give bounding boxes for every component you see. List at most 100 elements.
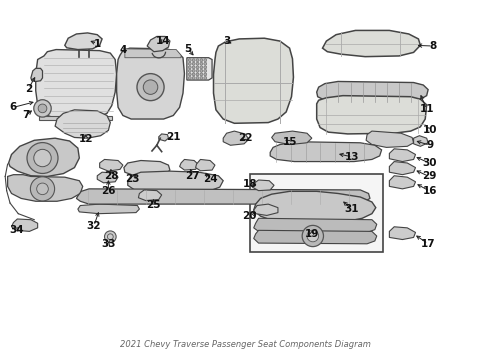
- Text: 13: 13: [345, 152, 360, 162]
- Circle shape: [188, 69, 191, 72]
- Circle shape: [104, 231, 116, 243]
- Circle shape: [200, 66, 203, 69]
- Polygon shape: [390, 162, 416, 175]
- Text: 24: 24: [203, 174, 218, 184]
- Circle shape: [34, 100, 51, 117]
- Polygon shape: [270, 142, 382, 162]
- Polygon shape: [55, 110, 110, 138]
- Polygon shape: [252, 180, 274, 191]
- Text: 6: 6: [10, 102, 17, 112]
- Circle shape: [196, 59, 199, 62]
- Circle shape: [307, 230, 318, 242]
- Circle shape: [204, 69, 207, 72]
- Circle shape: [204, 76, 207, 79]
- Polygon shape: [196, 159, 215, 171]
- Polygon shape: [97, 172, 118, 183]
- Polygon shape: [99, 159, 123, 171]
- Circle shape: [192, 66, 195, 69]
- Circle shape: [196, 73, 199, 76]
- Text: 22: 22: [238, 133, 252, 143]
- Polygon shape: [214, 38, 294, 123]
- Circle shape: [137, 74, 164, 101]
- Text: 19: 19: [305, 229, 319, 239]
- Circle shape: [34, 149, 51, 167]
- Polygon shape: [254, 204, 278, 215]
- Circle shape: [38, 104, 47, 113]
- Polygon shape: [187, 58, 212, 80]
- Circle shape: [188, 73, 191, 76]
- Polygon shape: [125, 49, 181, 58]
- Circle shape: [200, 76, 203, 79]
- Polygon shape: [223, 131, 249, 145]
- Polygon shape: [159, 134, 169, 141]
- Text: 29: 29: [422, 171, 436, 181]
- Circle shape: [192, 76, 195, 79]
- Text: 2021 Chevy Traverse Passenger Seat Components Diagram: 2021 Chevy Traverse Passenger Seat Compo…: [120, 340, 370, 349]
- Circle shape: [196, 76, 199, 79]
- Text: 11: 11: [419, 104, 434, 114]
- Bar: [250, 174, 383, 252]
- Circle shape: [204, 66, 207, 69]
- Text: 1: 1: [94, 39, 101, 49]
- Polygon shape: [8, 175, 83, 201]
- Text: 8: 8: [429, 41, 437, 51]
- Polygon shape: [390, 176, 416, 189]
- Text: 15: 15: [282, 138, 297, 148]
- Polygon shape: [65, 33, 102, 50]
- Text: 18: 18: [243, 179, 257, 189]
- Polygon shape: [9, 138, 79, 176]
- Text: 34: 34: [9, 225, 24, 235]
- Polygon shape: [271, 131, 312, 145]
- Polygon shape: [31, 68, 43, 81]
- Text: 28: 28: [104, 171, 119, 181]
- Circle shape: [196, 69, 199, 72]
- Polygon shape: [317, 81, 428, 102]
- Circle shape: [27, 143, 58, 174]
- Polygon shape: [128, 171, 223, 192]
- Polygon shape: [117, 48, 184, 119]
- Polygon shape: [254, 218, 377, 233]
- Text: 25: 25: [146, 200, 160, 210]
- Circle shape: [188, 62, 191, 65]
- Polygon shape: [390, 227, 416, 239]
- Polygon shape: [414, 136, 428, 146]
- Circle shape: [188, 59, 191, 62]
- Circle shape: [192, 59, 195, 62]
- Circle shape: [192, 62, 195, 65]
- Text: 26: 26: [101, 186, 116, 195]
- Polygon shape: [317, 96, 427, 134]
- Circle shape: [204, 59, 207, 62]
- Text: 33: 33: [101, 239, 116, 249]
- Polygon shape: [390, 149, 416, 162]
- Circle shape: [200, 69, 203, 72]
- Text: 17: 17: [421, 239, 436, 249]
- Text: 31: 31: [344, 204, 359, 214]
- Text: 10: 10: [423, 125, 437, 135]
- Text: 20: 20: [243, 211, 257, 221]
- Polygon shape: [180, 159, 199, 170]
- Text: 7: 7: [23, 111, 30, 121]
- Text: 27: 27: [185, 171, 200, 181]
- Text: 23: 23: [125, 174, 140, 184]
- Circle shape: [200, 62, 203, 65]
- Text: 3: 3: [223, 36, 230, 46]
- Circle shape: [204, 62, 207, 65]
- Circle shape: [192, 69, 195, 72]
- Polygon shape: [322, 31, 420, 57]
- Text: 4: 4: [119, 45, 126, 55]
- Text: 30: 30: [422, 158, 436, 168]
- Text: 32: 32: [87, 221, 101, 231]
- Text: 21: 21: [166, 132, 180, 143]
- Polygon shape: [124, 161, 170, 176]
- Polygon shape: [138, 190, 162, 201]
- Circle shape: [30, 177, 54, 201]
- Text: 12: 12: [79, 134, 94, 144]
- Circle shape: [196, 62, 199, 65]
- Polygon shape: [254, 230, 377, 244]
- Circle shape: [200, 59, 203, 62]
- Polygon shape: [76, 189, 370, 204]
- Polygon shape: [78, 204, 139, 214]
- Circle shape: [204, 73, 207, 76]
- Polygon shape: [11, 219, 38, 231]
- Text: 14: 14: [155, 36, 170, 46]
